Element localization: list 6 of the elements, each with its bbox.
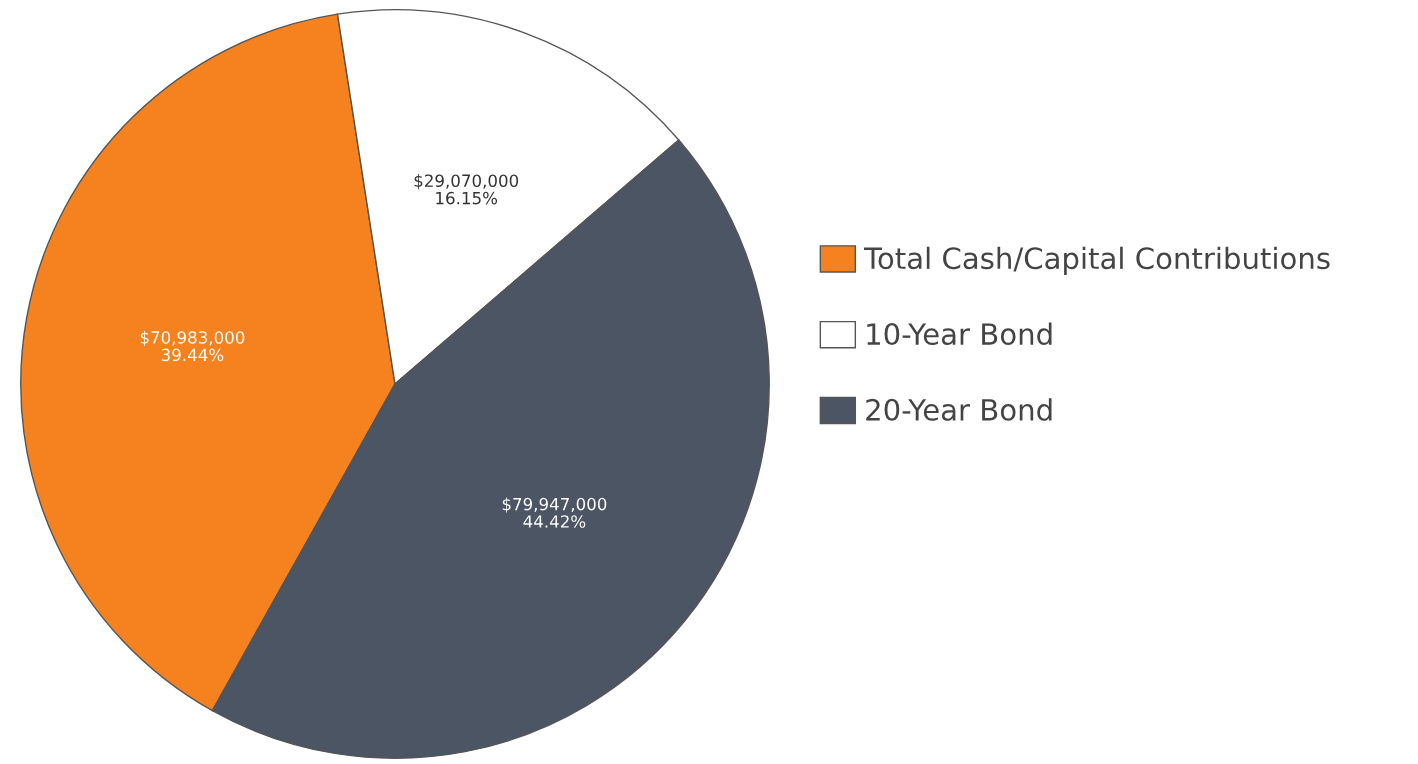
data-label: $70,983,000 39.44%	[140, 330, 245, 362]
legend-label: 10-Year Bond	[867, 322, 1052, 346]
data-label: $79,947,000 44.42%	[502, 497, 607, 528]
legend-label: Total Cash/Capital Contributions	[863, 246, 1330, 275]
legend-label: 20-Year Bond	[866, 398, 1052, 421]
data-label: $29,070,000 16.15%	[414, 174, 519, 205]
